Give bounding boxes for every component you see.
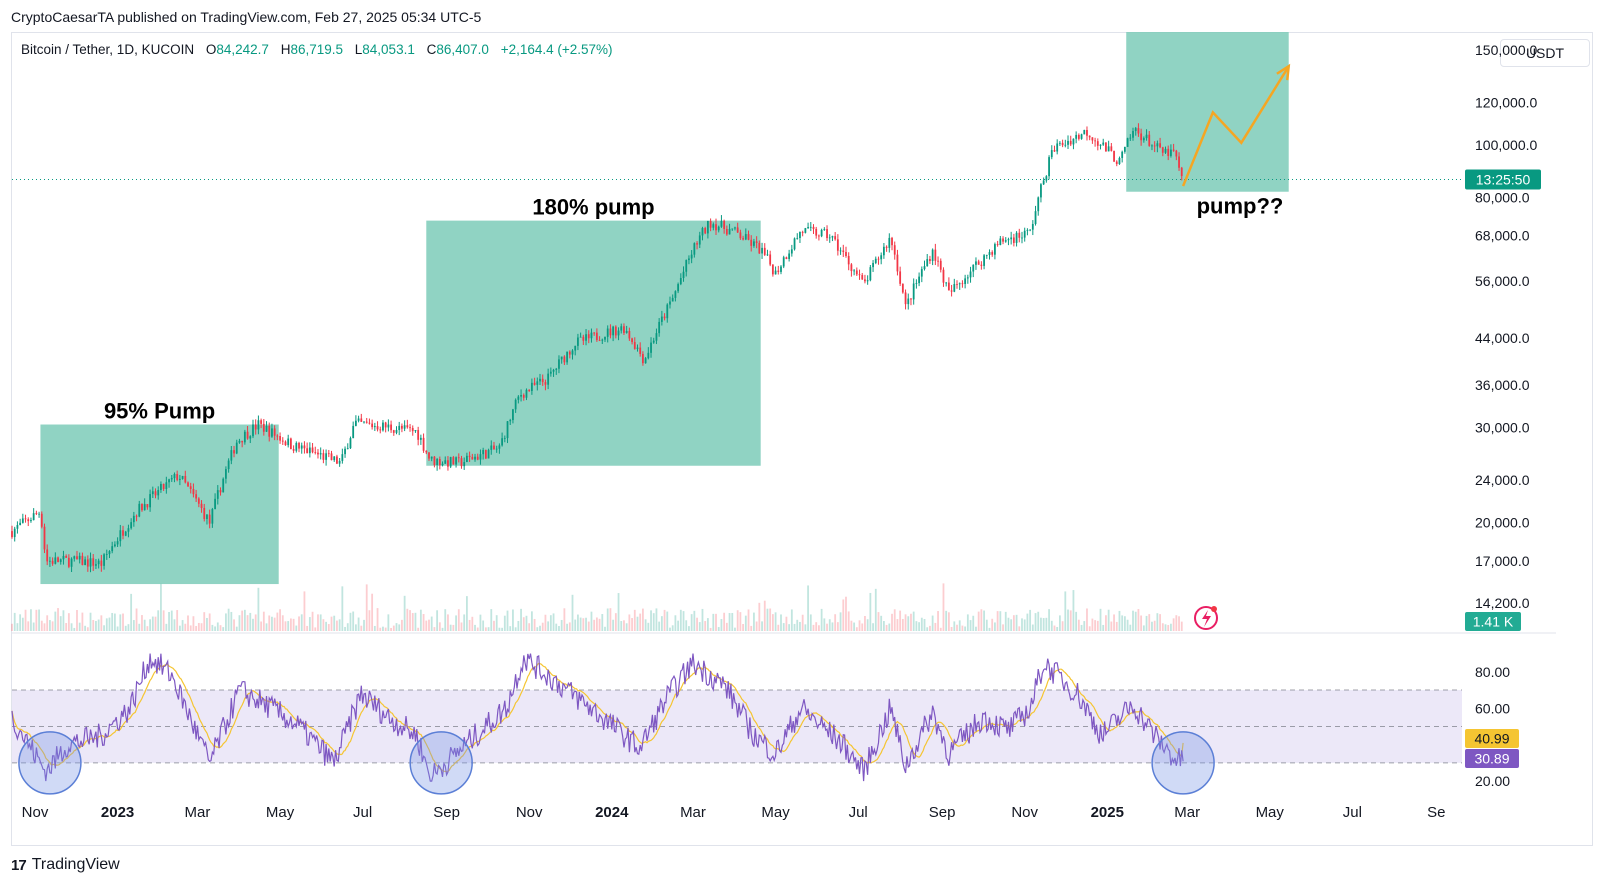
- tradingview-brand[interactable]: 17 TradingView: [11, 856, 120, 874]
- low-label: L: [354, 42, 363, 57]
- open-value: 84,242.7: [216, 42, 269, 57]
- chart-frame: [11, 32, 1593, 846]
- close-label: C: [426, 42, 437, 57]
- change-value: +2,164.4 (+2.57%): [500, 42, 613, 57]
- close-value: 86,407.0: [436, 42, 489, 57]
- symbol-legend: Bitcoin / Tether, 1D, KUCOIN O84,242.7 H…: [21, 42, 613, 57]
- tradingview-wordmark: TradingView: [31, 856, 120, 873]
- high-label: H: [280, 42, 291, 57]
- tradingview-logo-icon: 17: [11, 856, 27, 874]
- symbol-name[interactable]: Bitcoin / Tether, 1D, KUCOIN: [21, 42, 195, 57]
- open-label: O: [205, 42, 217, 57]
- publish-attribution: CryptoCaesarTA published on TradingView.…: [11, 9, 482, 25]
- low-value: 84,053.1: [362, 42, 415, 57]
- high-value: 86,719.5: [290, 42, 343, 57]
- currency-selector[interactable]: USDT: [1500, 39, 1590, 67]
